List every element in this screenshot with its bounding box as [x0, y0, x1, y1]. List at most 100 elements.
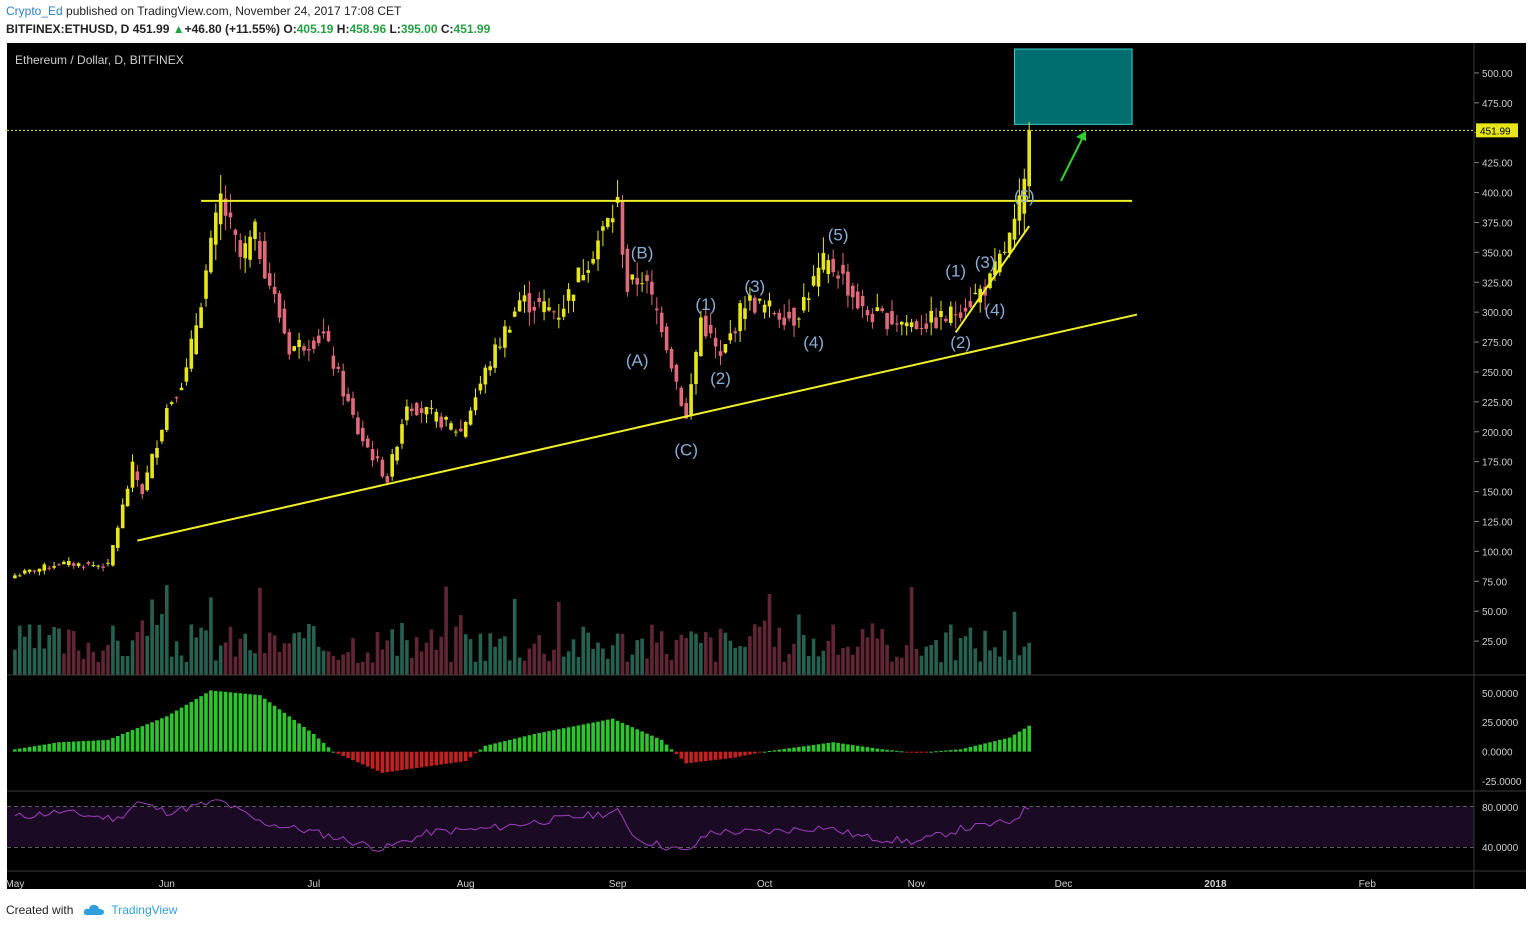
macd-bar	[826, 742, 831, 752]
tradingview-link[interactable]: TradingView	[111, 903, 178, 917]
candle-body	[478, 383, 483, 391]
macd-bar	[81, 741, 86, 752]
volume-bar	[150, 599, 154, 675]
macd-bar	[890, 750, 894, 752]
volume-bar	[439, 636, 443, 675]
volume-bar	[365, 652, 370, 675]
volume-bar	[86, 642, 91, 675]
time-axis-label: May	[5, 879, 24, 890]
macd-bar	[463, 751, 468, 762]
volume-bar	[493, 646, 497, 675]
candle-body	[199, 307, 203, 328]
macd-bar	[797, 746, 801, 752]
publisher-link[interactable]: Crypto_Ed	[6, 4, 63, 18]
macd-bar	[806, 745, 811, 752]
macd-bar	[47, 743, 51, 752]
candle-body	[699, 317, 703, 357]
volume-bar	[772, 646, 777, 675]
candle-body	[659, 312, 664, 333]
macd-bar	[508, 739, 512, 752]
candle-body	[904, 322, 909, 327]
macd-bar	[248, 694, 252, 752]
volume-bar	[91, 651, 96, 675]
volume-bar	[32, 647, 37, 675]
macd-bar	[689, 751, 693, 763]
candle-body	[537, 297, 541, 302]
target-zone-box	[1014, 48, 1133, 125]
macd-bar	[615, 720, 620, 752]
candle-body	[67, 561, 71, 565]
macd-bar	[52, 743, 56, 752]
wave-label: (3)	[744, 277, 765, 296]
candle-body	[890, 311, 894, 325]
volume-bar	[591, 648, 595, 675]
volume-bar	[165, 585, 169, 675]
volume-bar	[900, 657, 904, 675]
candle-body	[743, 308, 747, 319]
macd-bar	[503, 741, 507, 752]
candle-body	[243, 243, 247, 259]
macd-bar	[395, 751, 399, 771]
candle-body	[993, 261, 997, 276]
volume-bar	[434, 649, 439, 675]
volume-bar	[743, 646, 747, 675]
volume-bar	[601, 648, 605, 675]
candle-body	[101, 566, 105, 568]
candle-body	[919, 328, 924, 330]
chart-area[interactable]: 500.00475.00450.00425.00400.00375.00350.…	[0, 41, 1535, 892]
volume-bar	[243, 633, 247, 675]
candle-body	[855, 291, 860, 309]
candle-body	[125, 488, 130, 507]
volume-bar	[67, 629, 71, 675]
macd-bar	[988, 742, 992, 752]
macd-bar	[336, 751, 341, 754]
candle-body	[988, 273, 992, 289]
candle-body	[321, 331, 326, 334]
macd-bar	[96, 740, 100, 752]
volume-bar	[855, 646, 860, 675]
macd-bar	[419, 751, 424, 768]
candle-body	[312, 340, 316, 349]
volume-bar	[694, 633, 698, 675]
wedge-support-line[interactable]	[954, 225, 1031, 334]
candle-body	[547, 307, 551, 311]
macd-bar	[851, 745, 855, 752]
volume-bar	[263, 653, 267, 675]
created-with-text: Created with	[6, 903, 74, 917]
price-tick-label: 75.00	[1482, 577, 1507, 588]
candle-body	[498, 346, 502, 348]
macd-bar	[581, 724, 586, 752]
volume-bar	[253, 653, 257, 675]
macd-bar	[160, 718, 164, 752]
macd-bar	[454, 751, 458, 763]
volume-bar	[713, 661, 718, 675]
volume-bar	[704, 632, 708, 675]
macd-bar	[272, 705, 277, 752]
candle-body	[96, 565, 100, 567]
candle-body	[204, 270, 208, 299]
macd-bar	[424, 751, 429, 767]
candle-body	[527, 293, 532, 313]
candle-body	[356, 417, 360, 435]
volume-bar	[968, 627, 973, 675]
candle-body	[116, 527, 120, 548]
volume-bar	[356, 662, 360, 675]
change-up-icon: ▲	[172, 22, 185, 36]
candle-body	[263, 240, 267, 279]
rising-support-line[interactable]	[137, 313, 1138, 542]
volume-bar	[650, 624, 654, 675]
volume-bar	[76, 650, 81, 675]
candle-body	[444, 416, 448, 420]
volume-bar	[277, 651, 282, 675]
volume-bar	[674, 639, 679, 675]
wave-label: (C)	[674, 441, 698, 460]
price-tick-label: 25.00	[1482, 637, 1507, 648]
volume-bar	[111, 625, 115, 675]
candle-body	[900, 321, 904, 325]
time-axis: May Jun Jul Aug Sep Oct Nov Dec 2018 Feb	[5, 879, 1376, 890]
volume-bar	[806, 656, 811, 675]
volume-bar	[522, 660, 527, 675]
volume-bar	[566, 651, 571, 675]
macd-bar	[238, 693, 243, 752]
volume-bar	[13, 649, 17, 675]
